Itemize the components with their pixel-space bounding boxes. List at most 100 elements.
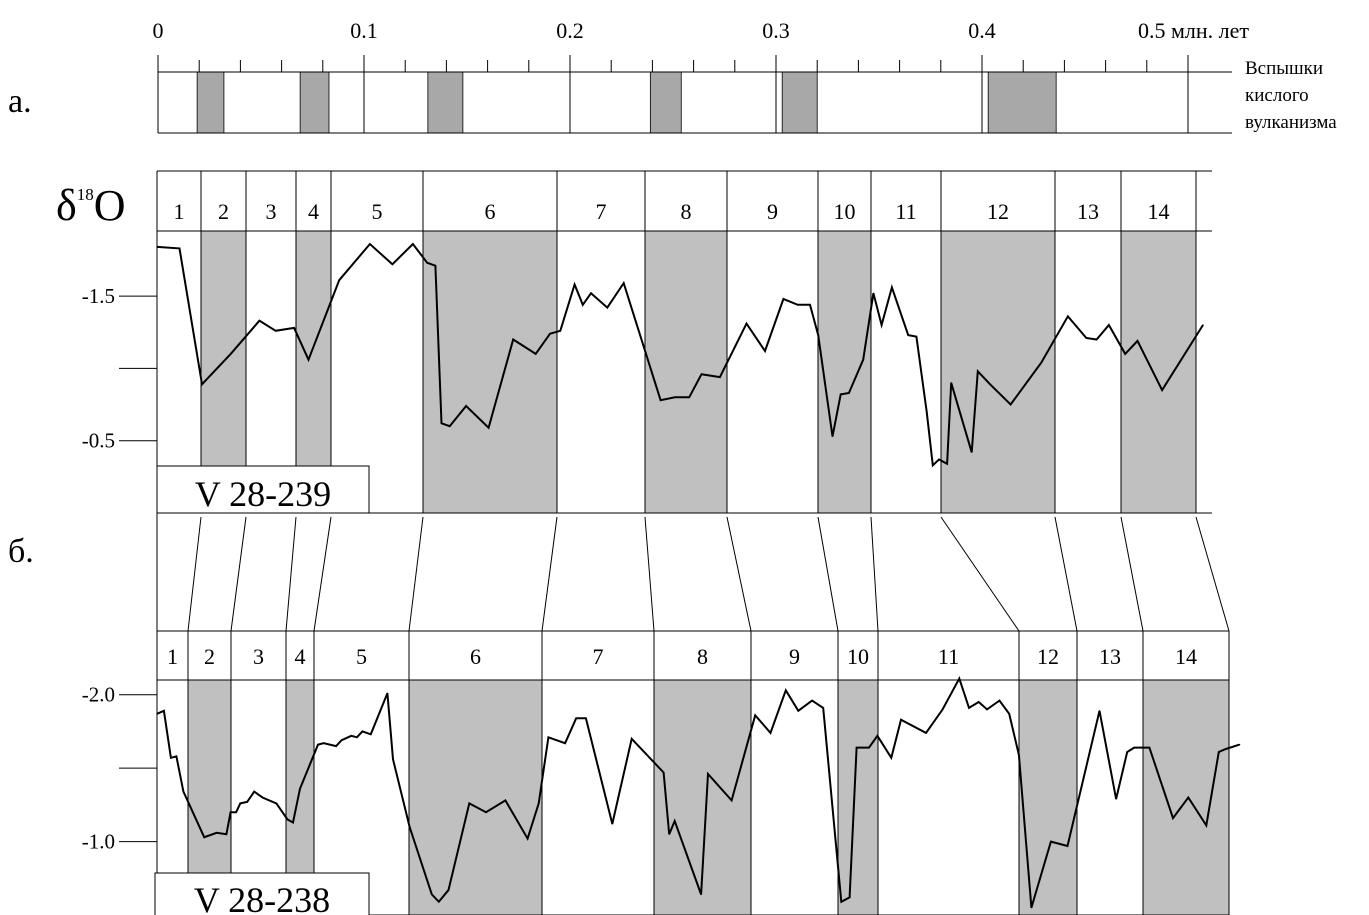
data-point-0-26 xyxy=(623,282,625,284)
data-point-0-33 xyxy=(485,811,487,813)
data-point-0-30 xyxy=(700,373,703,375)
stage-band-14 xyxy=(1143,680,1229,915)
data-point-0-35 xyxy=(797,304,799,306)
data-point-0-11 xyxy=(246,801,248,803)
data-point-0-47 xyxy=(707,773,709,775)
data-point-0-52 xyxy=(971,451,973,453)
data-point-0-2 xyxy=(170,757,172,759)
stage-label-5: 5 xyxy=(372,199,383,224)
data-point-0-68 xyxy=(998,699,1001,702)
data-point-0-25 xyxy=(606,307,608,309)
data-point-0-39 xyxy=(840,393,842,396)
core-label-bottom: V 28-238 xyxy=(194,880,330,915)
data-point-0-34 xyxy=(782,298,784,300)
volcanic-interval-6 xyxy=(987,71,1057,134)
stage-label-3: 3 xyxy=(266,199,277,224)
stage-label-7: 7 xyxy=(593,644,604,669)
data-point-0-41 xyxy=(862,359,864,361)
data-point-0-5 xyxy=(203,836,205,838)
y-tick-label-1: -1.0 xyxy=(82,830,115,854)
data-point-0-46 xyxy=(915,335,918,338)
data-point-0-80 xyxy=(1187,796,1189,799)
data-point-0-37 xyxy=(817,334,819,336)
data-point-0-50 xyxy=(946,463,948,465)
data-point-0-61 xyxy=(1124,353,1126,355)
data-point-0-9 xyxy=(235,811,237,813)
data-point-0-17 xyxy=(488,427,490,429)
data-point-0-34 xyxy=(504,799,506,802)
data-point-0-73 xyxy=(1066,845,1069,847)
legend-line-2: кислого xyxy=(1245,85,1309,106)
stage-label-7: 7 xyxy=(596,199,607,224)
correlation-line-3 xyxy=(285,516,297,632)
y-axis-label: δ18O xyxy=(56,181,126,230)
data-point-0-4 xyxy=(258,320,260,322)
data-point-0-46 xyxy=(700,893,702,896)
data-point-0-19 xyxy=(322,742,325,744)
stage-label-2: 2 xyxy=(218,199,229,224)
data-point-0-18 xyxy=(512,338,514,341)
correlation-line-5 xyxy=(408,516,424,632)
data-point-0-6 xyxy=(216,832,218,834)
data-point-0-27 xyxy=(659,399,662,401)
data-point-0-77 xyxy=(1133,746,1135,749)
data-point-0-48 xyxy=(731,799,733,802)
data-point-0-38 xyxy=(831,435,834,437)
data-point-0-14 xyxy=(440,422,443,424)
data-point-0-24 xyxy=(590,292,592,294)
data-point-0-32 xyxy=(745,322,748,325)
data-point-0-31 xyxy=(719,376,721,378)
core-label-box-bottom xyxy=(154,872,370,915)
data-point-0-53 xyxy=(811,699,813,702)
data-point-0-8 xyxy=(338,279,340,281)
data-point-0-22 xyxy=(350,735,352,737)
data-point-0-59 xyxy=(1095,338,1098,341)
data-point-0-16 xyxy=(465,405,467,407)
data-point-0-60 xyxy=(890,757,892,759)
data-point-0-38 xyxy=(564,742,566,744)
time-tick-label-4: 0.4 xyxy=(968,18,996,43)
stage-band-12 xyxy=(941,231,1055,513)
correlation-line-10 xyxy=(870,516,879,632)
data-point-0-4 xyxy=(182,791,184,793)
volcanic-interval-1 xyxy=(196,71,225,134)
data-point-0-60 xyxy=(1108,324,1110,326)
stage-band-8 xyxy=(645,231,727,513)
data-point-0-56 xyxy=(849,896,851,898)
correlation-line-14 xyxy=(1195,516,1230,632)
data-point-0-54 xyxy=(989,383,991,385)
volcanic-interval-4 xyxy=(649,71,682,134)
data-point-0-70 xyxy=(1018,754,1020,756)
data-point-0-43 xyxy=(881,324,883,326)
data-point-0-9 xyxy=(369,243,371,245)
y-tick-label-0: -2.0 xyxy=(82,683,115,707)
correlation-line-7 xyxy=(644,516,655,632)
stage-correlation-lines xyxy=(156,513,1230,632)
stage-label-8: 8 xyxy=(697,644,708,669)
data-point-0-63 xyxy=(1161,389,1163,391)
stage-band-10 xyxy=(818,231,871,513)
correlation-line-12 xyxy=(1054,516,1078,632)
data-point-0-12 xyxy=(253,791,255,793)
stage-label-6: 6 xyxy=(485,199,496,224)
data-point-0-5 xyxy=(275,330,277,332)
data-point-0-15 xyxy=(286,818,289,821)
data-point-0-20 xyxy=(335,745,337,747)
stage-label-11: 11 xyxy=(938,644,959,669)
data-point-0-20 xyxy=(549,333,551,335)
stage-label-10: 10 xyxy=(834,199,856,224)
data-point-0-30 xyxy=(438,901,440,903)
correlation-line-2 xyxy=(230,516,247,632)
stage-label-11: 11 xyxy=(895,199,916,224)
data-point-0-57 xyxy=(1067,315,1069,317)
data-point-0-23 xyxy=(582,304,584,306)
data-point-0-67 xyxy=(986,708,988,710)
data-point-0-79 xyxy=(1172,817,1174,819)
data-point-0-59 xyxy=(876,735,878,737)
data-point-0-50 xyxy=(769,732,772,734)
stage-band-12 xyxy=(1019,680,1077,915)
y-tick-label-0: -1.5 xyxy=(82,284,115,308)
volcanism-panel: 0 0.1 0.2 0.3 0.4 0.5 млн. лет Вспышки кислог… xyxy=(153,18,1337,134)
data-point-0-44 xyxy=(891,286,893,288)
